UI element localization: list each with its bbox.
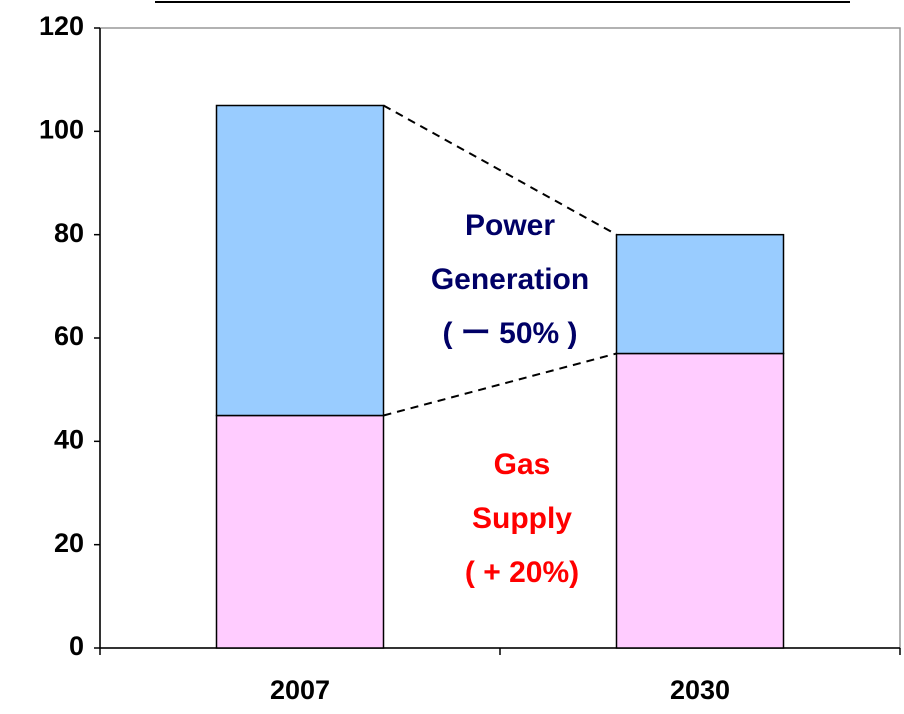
annotation: Power	[465, 209, 555, 242]
bar-segment	[615, 233, 785, 355]
annotation: Gas	[494, 448, 551, 481]
bar-segment	[215, 414, 385, 649]
y-tick-label: 60	[54, 321, 84, 351]
y-tick-label: 40	[54, 424, 84, 454]
y-tick-label: 0	[69, 631, 84, 661]
annotation: Generation	[431, 263, 589, 296]
y-tick-label: 100	[39, 114, 84, 144]
x-tick-label: 2030	[670, 675, 730, 705]
y-tick-label: 80	[54, 218, 84, 248]
annotation: ( + 20%)	[465, 556, 579, 589]
annotation: ( ー 50% )	[442, 317, 577, 350]
annotation: Supply	[472, 502, 572, 535]
connector	[383, 352, 617, 417]
bar-segment	[215, 104, 385, 417]
bar-segment	[615, 352, 785, 649]
connector	[383, 104, 617, 236]
x-tick-label: 2007	[270, 675, 330, 705]
y-tick-label: 20	[54, 528, 84, 558]
y-tick-label: 120	[39, 11, 84, 41]
